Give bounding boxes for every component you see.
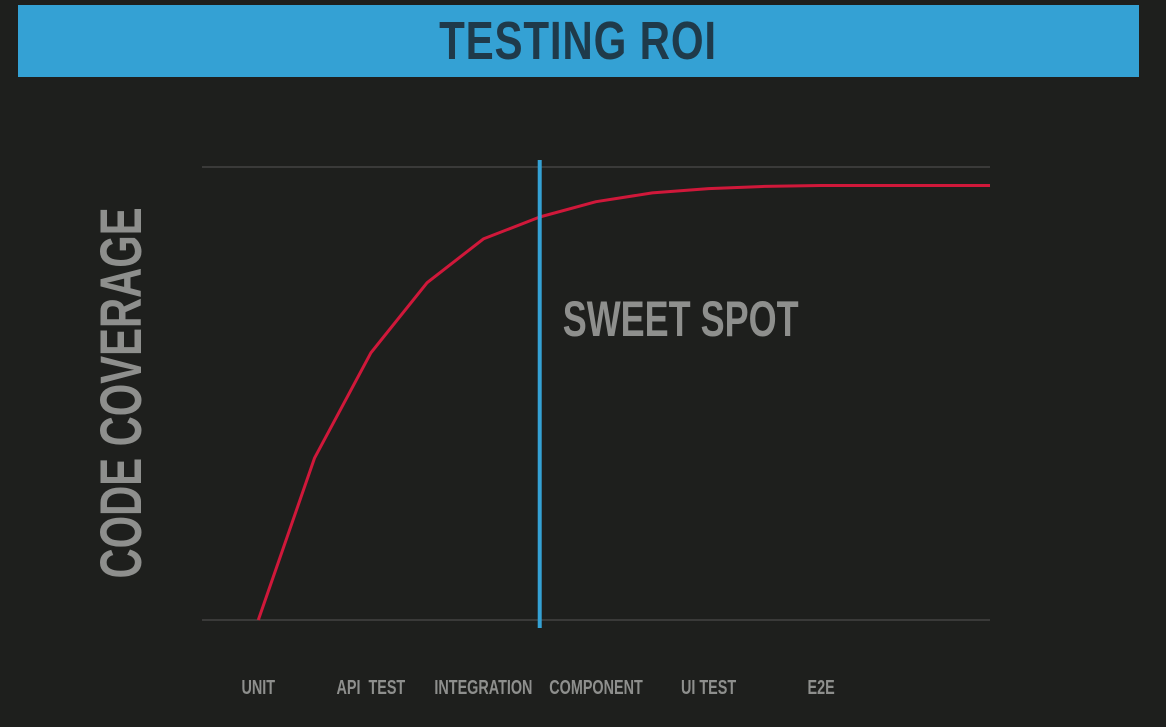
x-tick-label: COMPONENT xyxy=(549,676,643,699)
slide-title: TESTING ROI xyxy=(439,11,718,71)
sweet-spot-label: SWEET SPOT xyxy=(563,292,799,347)
x-tick-label: E2E xyxy=(808,676,835,699)
x-tick-label: UI TEST xyxy=(681,676,736,699)
y-axis-label: CODE COVERAGE xyxy=(88,207,153,578)
x-tick-labels: UNIT API TEST INTEGRATION COMPONENT UI TEST E… xyxy=(242,676,835,699)
x-tick-label: API TEST xyxy=(336,676,405,699)
coverage-curve xyxy=(256,184,990,621)
x-tick-label: INTEGRATION xyxy=(434,676,532,699)
x-tick-label: UNIT xyxy=(242,676,276,699)
title-bar: TESTING ROI xyxy=(18,5,1139,77)
